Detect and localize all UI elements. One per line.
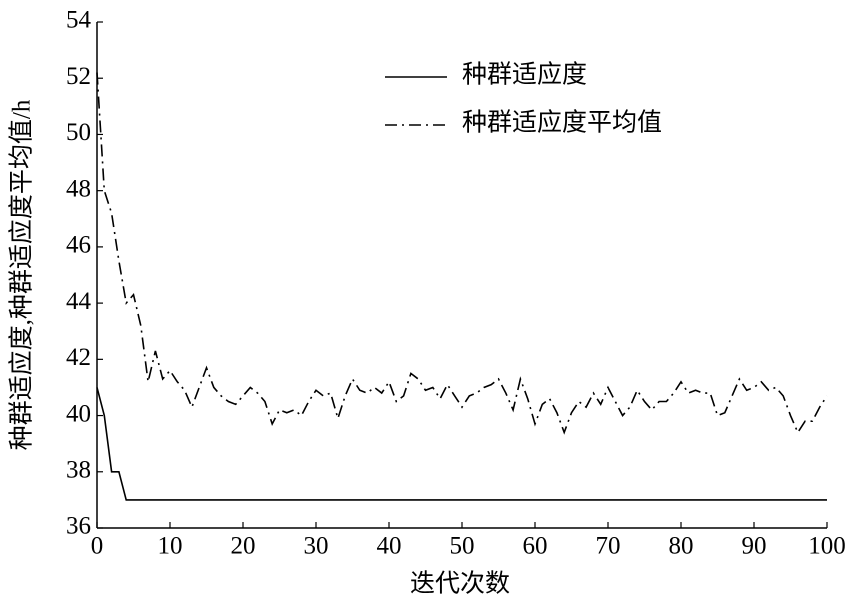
y-tick-label: 38 [66, 457, 91, 484]
y-tick-label: 40 [66, 400, 91, 427]
legend-label: 种群适应度 [462, 61, 587, 89]
y-tick-label: 46 [66, 232, 91, 259]
x-tick-label: 80 [669, 533, 694, 560]
series-line [96, 387, 827, 501]
x-tick-label: 20 [231, 533, 256, 560]
x-tick-label: 60 [523, 533, 548, 560]
x-axis-label: 迭代次数 [410, 570, 510, 598]
x-tick-label: 100 [808, 533, 846, 560]
x-tick-label: 30 [304, 533, 329, 560]
series-line [96, 72, 828, 435]
y-tick-label: 44 [66, 288, 92, 315]
y-tick-label: 54 [66, 7, 92, 34]
y-tick-label: 36 [66, 513, 91, 540]
y-tick-label: 52 [66, 63, 91, 90]
x-tick-label: 90 [742, 533, 767, 560]
x-tick-label: 0 [91, 533, 104, 560]
x-tick-label: 40 [377, 533, 402, 560]
x-tick-label: 50 [450, 533, 475, 560]
y-tick-label: 42 [66, 344, 91, 371]
legend-label: 种群适应度平均值 [462, 109, 662, 137]
x-tick-label: 10 [158, 533, 183, 560]
x-tick-label: 70 [596, 533, 621, 560]
y-tick-label: 50 [66, 119, 91, 146]
y-tick-label: 48 [66, 175, 91, 202]
y-axis-label: 种群适应度,种群适应度平均值/h [8, 99, 36, 450]
